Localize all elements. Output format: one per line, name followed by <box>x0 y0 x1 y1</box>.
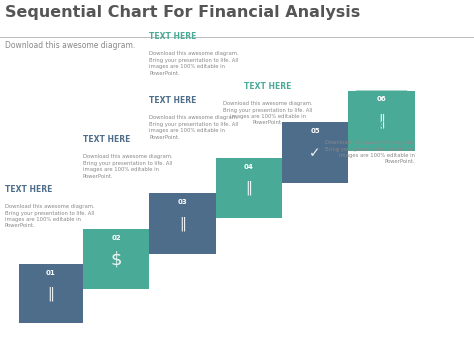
Text: Download this awesome diagram.
Bring your presentation to life. All
images are 1: Download this awesome diagram. Bring you… <box>83 154 173 179</box>
Text: 06: 06 <box>377 96 386 102</box>
Text: Download this awesome diagram.
Bring your presentation to life. All
images are 1: Download this awesome diagram. Bring you… <box>149 115 239 140</box>
Text: Download this awesome diagram.: Download this awesome diagram. <box>5 41 135 50</box>
Text: Download this awesome diagram.
Bring your presentation to life. All
images are 1: Download this awesome diagram. Bring you… <box>5 204 94 228</box>
Polygon shape <box>156 193 209 214</box>
Text: 03: 03 <box>178 199 187 205</box>
Text: TEXT HERE: TEXT HERE <box>367 121 415 130</box>
Text: Download this awesome diagram.
Bring your presentation to life. All
images are 1: Download this awesome diagram. Bring you… <box>325 140 415 164</box>
Text: ✓: ✓ <box>310 146 321 160</box>
Bar <box>282 122 348 183</box>
Text: Sequential Chart For Financial Analysis: Sequential Chart For Financial Analysis <box>5 5 360 20</box>
Bar <box>149 193 216 254</box>
Text: ‖: ‖ <box>47 286 55 301</box>
Bar <box>19 264 83 323</box>
Bar <box>216 158 282 218</box>
Text: 01: 01 <box>46 270 55 276</box>
Bar <box>83 229 149 289</box>
Bar <box>348 91 415 151</box>
Text: 05: 05 <box>310 128 320 134</box>
Text: TEXT HERE: TEXT HERE <box>83 135 130 144</box>
Text: Download this awesome diagram.
Bring your presentation to life. All
images are 1: Download this awesome diagram. Bring you… <box>223 101 313 125</box>
Polygon shape <box>289 122 341 143</box>
Text: TEXT HERE: TEXT HERE <box>5 185 52 193</box>
Text: TEXT HERE: TEXT HERE <box>149 32 197 41</box>
Text: 04: 04 <box>244 164 254 170</box>
Polygon shape <box>25 264 77 285</box>
Polygon shape <box>223 158 275 179</box>
Text: ‖: ‖ <box>378 114 385 128</box>
Polygon shape <box>90 229 142 250</box>
Polygon shape <box>356 91 408 111</box>
Text: 02: 02 <box>111 235 121 241</box>
Text: ‖: ‖ <box>179 217 186 231</box>
Text: TEXT HERE: TEXT HERE <box>149 96 197 105</box>
Text: $: $ <box>110 250 122 268</box>
Text: TEXT HERE: TEXT HERE <box>244 82 292 91</box>
Text: ‖: ‖ <box>246 181 252 195</box>
Text: Download this awesome diagram.
Bring your presentation to life. All
images are 1: Download this awesome diagram. Bring you… <box>149 51 239 76</box>
